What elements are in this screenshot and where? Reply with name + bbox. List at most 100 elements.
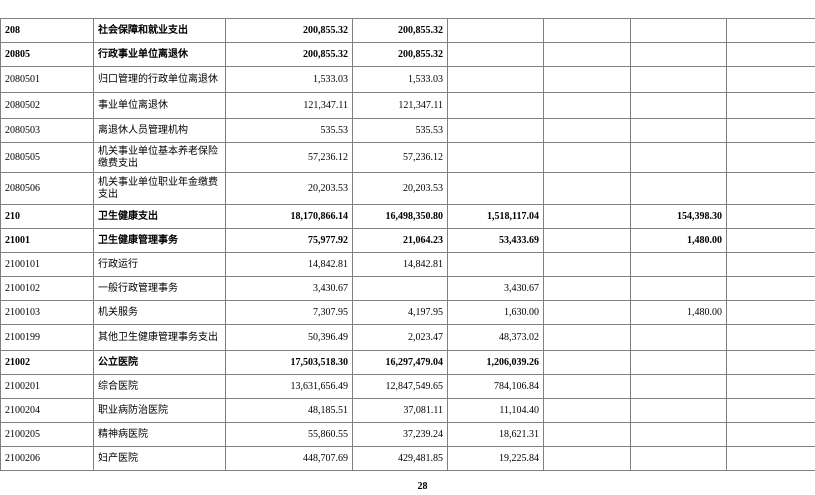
amount-cell [447,42,544,67]
amount-cell: 535.53 [225,118,353,143]
budget-table: 208 社会保障和就业支出 200,855.32 200,855.32 20805 行政事… [0,18,815,471]
code-cell: 2080503 [0,118,94,143]
code-cell: 2100102 [0,276,94,301]
code-cell: 208 [0,18,94,43]
amount-cell [630,276,727,301]
amount-cell: 154,398.30 [630,204,727,229]
amount-cell [543,142,631,173]
name-cell: 综合医院 [93,374,226,399]
amount-cell [630,422,727,447]
amount-cell: 18,170,866.14 [225,204,353,229]
code-cell: 2080505 [0,142,94,173]
amount-cell [543,228,631,253]
amount-cell: 1,630.00 [447,300,544,325]
amount-cell [630,172,727,205]
amount-cell [543,42,631,67]
amount-cell: 200,855.32 [225,42,353,67]
amount-cell: 57,236.12 [352,142,448,173]
code-cell: 2100205 [0,422,94,447]
code-cell: 21001 [0,228,94,253]
table-row: 208 社会保障和就业支出 200,855.32 200,855.32 [0,18,815,43]
amount-cell [630,350,727,375]
amount-cell [630,92,727,119]
code-cell: 2100201 [0,374,94,399]
amount-cell: 12,847,549.65 [352,374,448,399]
code-cell: 2080501 [0,66,94,93]
name-cell: 精神病医院 [93,422,226,447]
amount-cell [630,142,727,173]
amount-cell [543,398,631,423]
amount-cell: 20,203.53 [225,172,353,205]
table-row: 2100205 精神病医院 55,860.55 37,239.24 18,621.31 [0,422,815,447]
amount-cell [447,118,544,143]
amount-cell: 17,503,518.30 [225,350,353,375]
amount-cell: 37,239.24 [352,422,448,447]
amount-cell [543,66,631,93]
amount-cell: 200,855.32 [225,18,353,43]
amount-cell: 1,206,039.26 [447,350,544,375]
amount-cell [543,18,631,43]
amount-cell: 14,842.81 [225,252,353,277]
name-cell: 机关事业单位职业年金缴费支出 [93,172,226,205]
name-cell: 行政事业单位离退休 [93,42,226,67]
page-number: 28 [417,481,428,492]
amount-cell: 14,842.81 [352,252,448,277]
amount-cell: 1,533.03 [225,66,353,93]
amount-cell [543,172,631,205]
amount-cell [726,42,815,67]
amount-cell: 50,396.49 [225,324,353,351]
amount-cell [726,92,815,119]
amount-cell: 1,480.00 [630,300,727,325]
code-cell: 20805 [0,42,94,67]
code-cell: 210 [0,204,94,229]
amount-cell [726,446,815,471]
amount-cell [630,42,727,67]
amount-cell [447,252,544,277]
name-cell: 机关服务 [93,300,226,325]
name-cell: 离退休人员管理机构 [93,118,226,143]
code-cell: 2100206 [0,446,94,471]
amount-cell: 16,297,479.04 [352,350,448,375]
table-row: 2080505 机关事业单位基本养老保险缴费支出 57,236.12 57,236.1… [0,142,815,173]
amount-cell: 121,347.11 [352,92,448,119]
amount-cell [630,446,727,471]
name-cell: 社会保障和就业支出 [93,18,226,43]
amount-cell: 55,860.55 [225,422,353,447]
name-cell: 行政运行 [93,252,226,277]
table-row: 20805 行政事业单位离退休 200,855.32 200,855.32 [0,42,815,67]
amount-cell: 21,064.23 [352,228,448,253]
amount-cell: 1,480.00 [630,228,727,253]
name-cell: 其他卫生健康管理事务支出 [93,324,226,351]
amount-cell [726,398,815,423]
amount-cell [630,66,727,93]
name-cell: 一般行政管理事务 [93,276,226,301]
amount-cell [630,324,727,351]
name-cell: 公立医院 [93,350,226,375]
name-cell: 职业病防治医院 [93,398,226,423]
amount-cell [726,252,815,277]
amount-cell: 3,430.67 [447,276,544,301]
table-row: 2080502 事业单位离退休 121,347.11 121,347.11 [0,92,815,119]
amount-cell: 20,203.53 [352,172,448,205]
amount-cell [543,324,631,351]
amount-cell [630,252,727,277]
amount-cell [726,18,815,43]
amount-cell [543,422,631,447]
table-row: 2080501 归口管理的行政单位离退休 1,533.03 1,533.03 [0,66,815,93]
table-row: 210 卫生健康支出 18,170,866.14 16,498,350.80 1,518… [0,204,815,229]
amount-cell [726,324,815,351]
amount-cell [543,204,631,229]
amount-cell: 784,106.84 [447,374,544,399]
amount-cell [726,374,815,399]
amount-cell [543,252,631,277]
amount-cell [630,398,727,423]
amount-cell [726,142,815,173]
amount-cell: 3,430.67 [225,276,353,301]
code-cell: 2080506 [0,172,94,205]
amount-cell: 48,373.02 [447,324,544,351]
name-cell: 归口管理的行政单位离退休 [93,66,226,93]
amount-cell: 4,197.95 [352,300,448,325]
amount-cell: 13,631,656.49 [225,374,353,399]
amount-cell: 11,104.40 [447,398,544,423]
amount-cell [726,300,815,325]
